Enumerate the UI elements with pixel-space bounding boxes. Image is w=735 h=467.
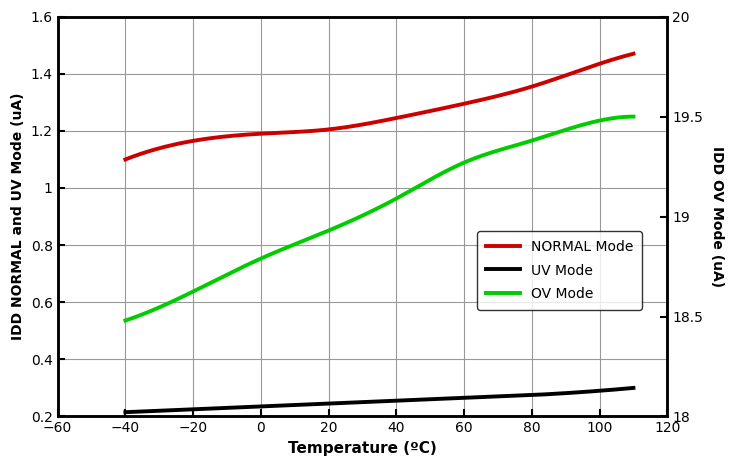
UV Mode: [182, 407, 191, 412]
OV Mode: [287, 243, 295, 248]
UV Mode: [490, 394, 499, 399]
UV Mode: [121, 410, 130, 415]
Line: OV Mode: OV Mode: [126, 117, 634, 320]
NORMAL Mode: [629, 51, 638, 57]
Line: UV Mode: UV Mode: [126, 388, 634, 412]
OV Mode: [322, 228, 331, 234]
NORMAL Mode: [182, 139, 191, 145]
NORMAL Mode: [287, 129, 295, 135]
UV Mode: [629, 385, 638, 391]
NORMAL Mode: [440, 105, 449, 111]
OV Mode: [490, 149, 499, 154]
OV Mode: [182, 292, 191, 297]
OV Mode: [488, 149, 497, 155]
UV Mode: [322, 401, 331, 406]
UV Mode: [488, 394, 497, 400]
X-axis label: Temperature (ºC): Temperature (ºC): [288, 441, 437, 456]
OV Mode: [121, 318, 130, 323]
UV Mode: [287, 403, 295, 408]
NORMAL Mode: [490, 94, 499, 99]
Y-axis label: IDD NORMAL and UV Mode (uA): IDD NORMAL and UV Mode (uA): [11, 93, 25, 340]
Line: NORMAL Mode: NORMAL Mode: [126, 54, 634, 159]
NORMAL Mode: [488, 94, 497, 100]
UV Mode: [440, 396, 449, 402]
Y-axis label: IDD OV Mode (uA): IDD OV Mode (uA): [710, 146, 724, 287]
OV Mode: [440, 169, 449, 175]
OV Mode: [629, 114, 638, 120]
NORMAL Mode: [322, 127, 331, 133]
NORMAL Mode: [121, 156, 130, 162]
Legend: NORMAL Mode, UV Mode, OV Mode: NORMAL Mode, UV Mode, OV Mode: [477, 232, 642, 310]
